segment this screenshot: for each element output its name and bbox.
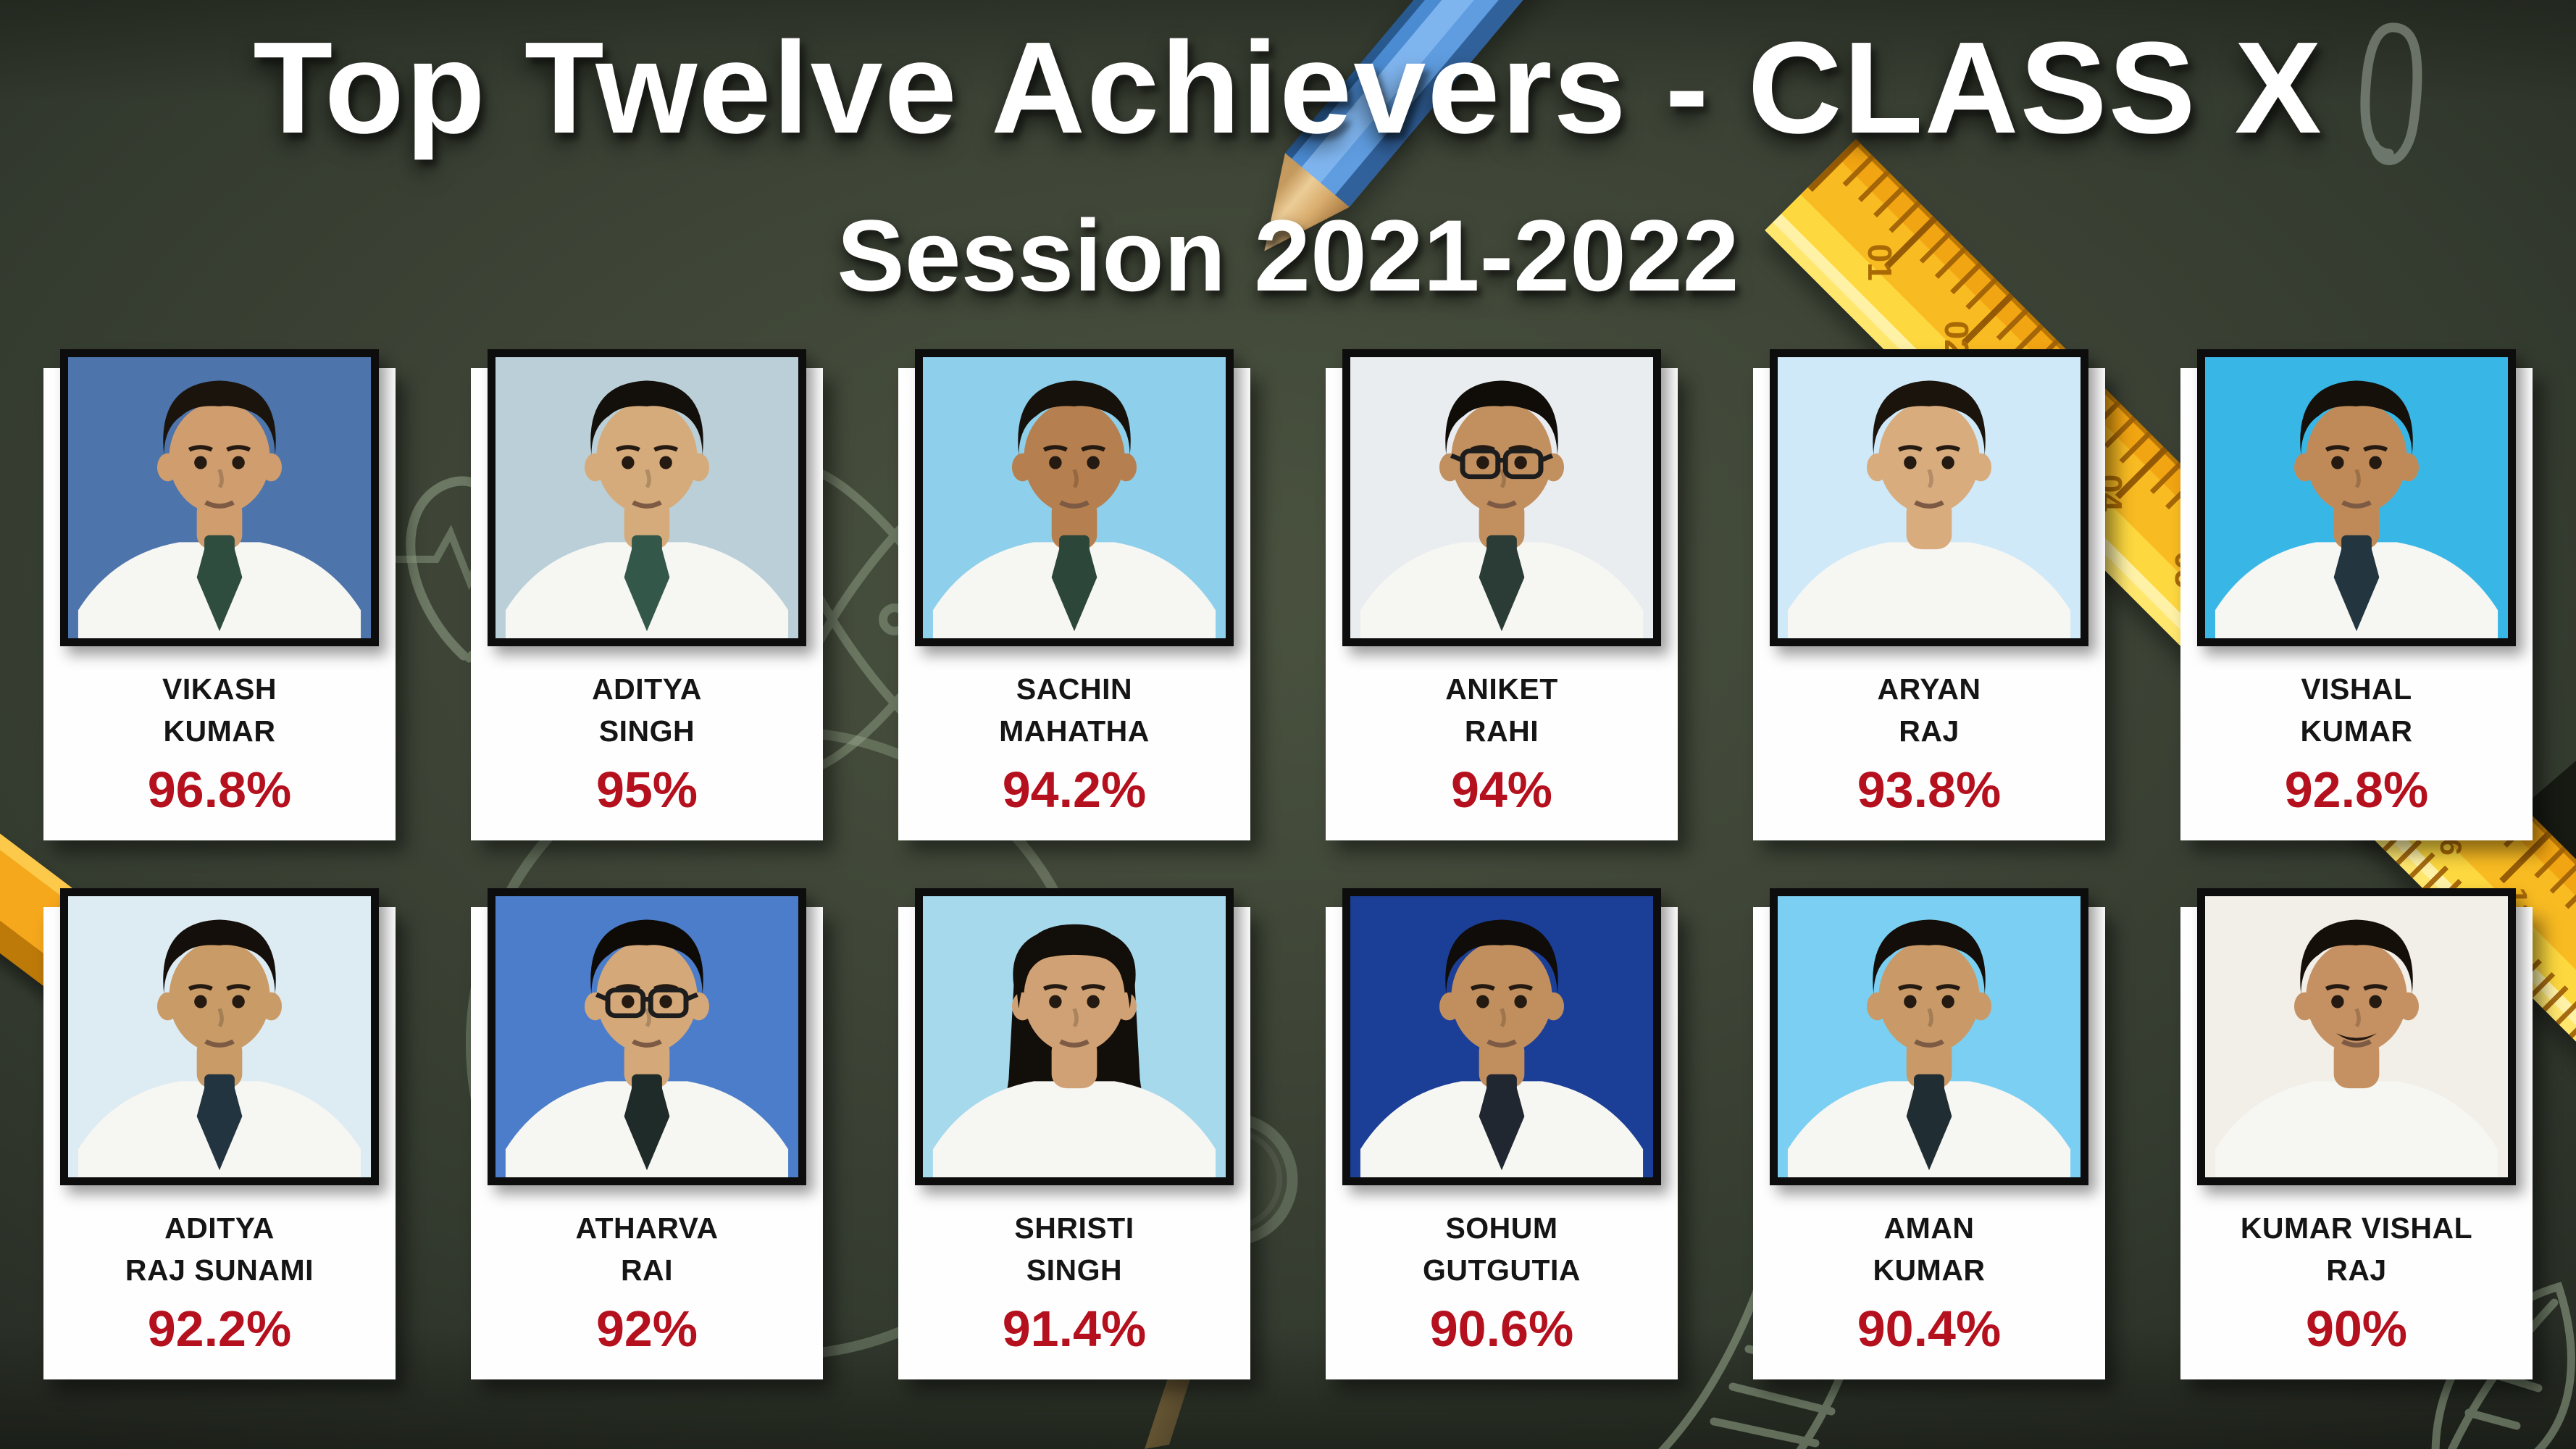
student-photo xyxy=(2197,349,2516,646)
student-card: ATHARVA RAI 92% xyxy=(471,888,823,1379)
chalk-paperclip-doodle xyxy=(2360,22,2422,165)
student-avatar xyxy=(1778,357,2081,638)
student-percentage: 91.4% xyxy=(1002,1300,1147,1358)
student-card: VISHAL KUMAR 92.8% xyxy=(2180,349,2533,840)
student-avatar xyxy=(923,357,1226,638)
student-avatar xyxy=(2205,357,2508,638)
student-photo xyxy=(60,888,379,1185)
student-name: SHRISTI SINGH xyxy=(1014,1211,1134,1287)
student-name: VISHAL KUMAR xyxy=(2300,672,2413,748)
student-name: ATHARVA RAI xyxy=(575,1211,719,1287)
student-name: ARYAN RAJ xyxy=(1877,672,1981,748)
student-card: SACHIN MAHATHA 94.2% xyxy=(898,349,1250,840)
student-card: ARYAN RAJ 93.8% xyxy=(1753,349,2105,840)
student-percentage: 96.8% xyxy=(147,761,292,819)
student-name: KUMAR VISHAL RAJ xyxy=(2240,1211,2473,1287)
student-percentage: 94.2% xyxy=(1002,761,1147,819)
student-card: AMAN KUMAR 90.4% xyxy=(1753,888,2105,1379)
page-title: Top Twelve Achievers - CLASS X xyxy=(253,15,2323,161)
student-percentage: 92% xyxy=(595,1300,698,1358)
student-avatar xyxy=(1350,896,1653,1177)
student-name: ANIKET RAHI xyxy=(1445,672,1558,748)
student-name: ADITYA RAJ SUNAMI xyxy=(125,1211,314,1287)
student-name: VIKASH KUMAR xyxy=(162,672,277,748)
student-card: SHRISTI SINGH 91.4% xyxy=(898,888,1250,1379)
student-percentage: 90.4% xyxy=(1857,1300,2002,1358)
student-percentage: 92.8% xyxy=(2284,761,2429,819)
student-photo xyxy=(915,888,1234,1185)
student-avatar xyxy=(1350,357,1653,638)
student-percentage: 94% xyxy=(1450,761,1553,819)
student-name: SOHUM GUTGUTIA xyxy=(1422,1211,1581,1287)
ruler-shadow-wedge xyxy=(2514,761,2576,869)
student-avatar xyxy=(68,357,371,638)
student-card: ADITYA SINGH 95% xyxy=(471,349,823,840)
student-percentage: 90% xyxy=(2305,1300,2408,1358)
student-percentage: 90.6% xyxy=(1429,1300,1574,1358)
student-card: SOHUM GUTGUTIA 90.6% xyxy=(1326,888,1678,1379)
student-photo xyxy=(915,349,1234,646)
student-photo xyxy=(1770,349,2088,646)
student-percentage: 95% xyxy=(595,761,698,819)
student-card: VIKASH KUMAR 96.8% xyxy=(43,349,396,840)
student-photo xyxy=(60,349,379,646)
student-percentage: 92.2% xyxy=(147,1300,292,1358)
student-avatar xyxy=(923,896,1226,1177)
student-card: KUMAR VISHAL RAJ 90% xyxy=(2180,888,2533,1379)
student-avatar xyxy=(1778,896,2081,1177)
student-card: ANIKET RAHI 94% xyxy=(1326,349,1678,840)
student-name: SACHIN MAHATHA xyxy=(999,672,1150,748)
student-name: ADITYA SINGH xyxy=(592,672,702,748)
student-photo xyxy=(2197,888,2516,1185)
student-photo xyxy=(1342,349,1661,646)
student-name: AMAN KUMAR xyxy=(1873,1211,1986,1287)
student-photo xyxy=(1770,888,2088,1185)
achievers-row-1: VIKASH KUMAR 96.8% xyxy=(0,349,2576,840)
student-avatar xyxy=(68,896,371,1177)
student-avatar xyxy=(2205,896,2508,1177)
student-photo xyxy=(488,349,806,646)
student-avatar xyxy=(495,896,798,1177)
student-card: ADITYA RAJ SUNAMI 92.2% xyxy=(43,888,396,1379)
student-avatar xyxy=(495,357,798,638)
student-photo xyxy=(1342,888,1661,1185)
achievers-row-2: ADITYA RAJ SUNAMI 92.2% xyxy=(0,888,2576,1379)
student-percentage: 93.8% xyxy=(1857,761,2002,819)
student-photo xyxy=(488,888,806,1185)
page-subtitle: Session 2021-2022 xyxy=(837,199,1739,312)
